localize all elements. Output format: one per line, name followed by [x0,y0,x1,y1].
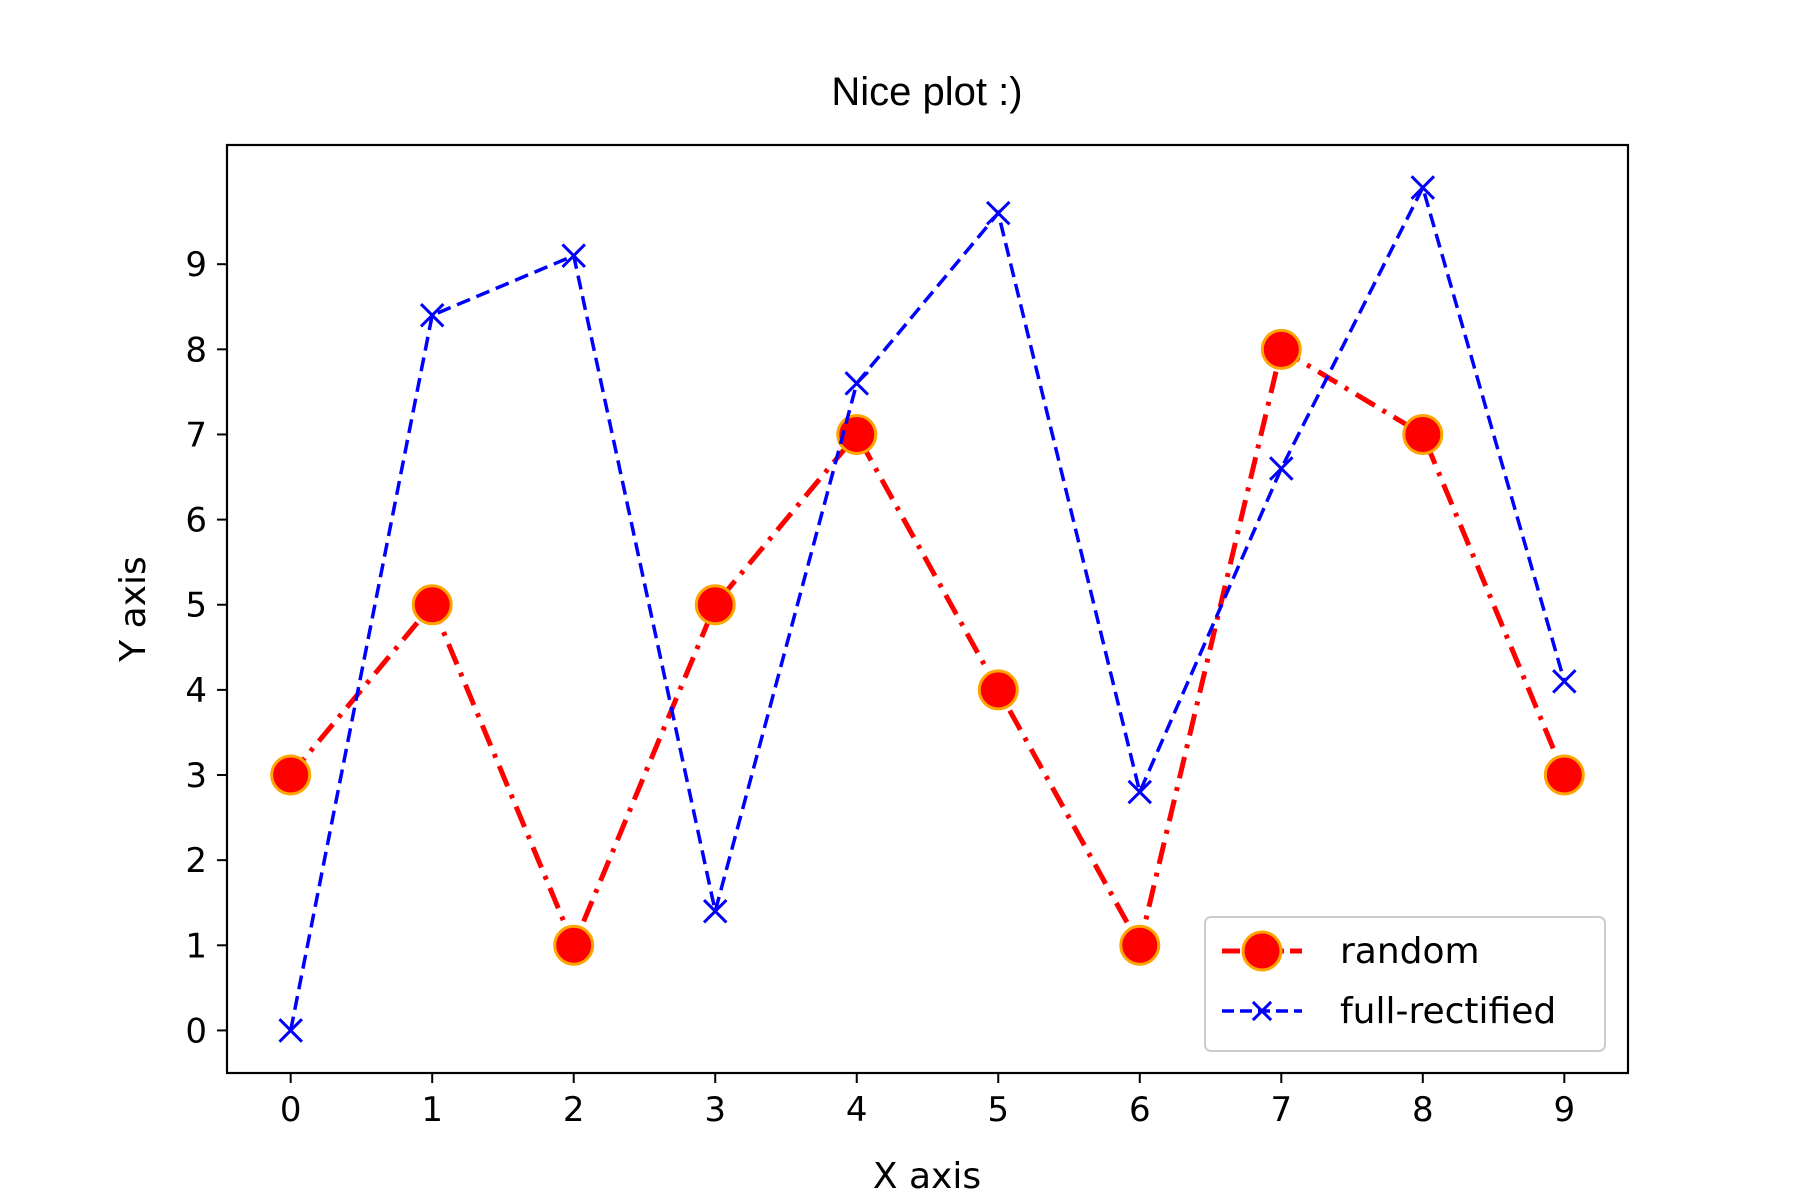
data-point [977,669,1019,711]
data-point [1119,924,1161,966]
x-tick-label: 3 [704,1090,726,1130]
data-point [270,754,312,796]
x-axis-ticks: 0 1 2 3 4 5 6 7 8 9 [280,1073,1575,1130]
x-tick-label: 5 [987,1090,1009,1130]
series-layer [270,175,1585,1043]
y-tick-label: 3 [185,756,207,796]
legend-item: full-rectified [1222,991,1556,1032]
data-point [1543,754,1585,796]
y-tick-label: 4 [185,671,207,711]
legend-box [1204,916,1606,1052]
series-random [270,328,1585,966]
data-point [411,584,453,626]
x-axis-label: X axis [873,1156,981,1197]
data-point [1127,779,1153,805]
plot-frame [225,143,1630,1075]
data-point [553,924,595,966]
legend-items: random full-rectified [1222,930,1556,1032]
y-tick-label: 5 [185,586,207,626]
y-axis-label: Y axis [113,556,154,663]
legend-marker [1241,930,1283,972]
data-point [419,303,445,328]
series-line [288,182,1567,1031]
data-point [1552,669,1577,694]
x-tick-label: 7 [1270,1090,1292,1130]
y-tick-label: 7 [185,415,207,455]
y-axis-ticks: 0 1 2 3 4 5 6 7 8 9 [185,245,227,1051]
legend-label: full-rectified [1340,991,1556,1032]
series-full-rectified [278,175,1577,1043]
data-point [561,243,586,268]
y-tick-label: 6 [185,501,207,541]
x-tick-label: 9 [1553,1090,1575,1130]
data-point [1402,413,1444,455]
data-point [844,371,870,396]
legend: random full-rectified [1204,916,1606,1052]
data-point [1410,175,1436,200]
data-point [278,1018,303,1043]
y-tick-label: 8 [185,330,207,370]
data-point [1260,328,1302,370]
x-tick-label: 6 [1129,1090,1151,1130]
data-point [694,584,736,626]
x-tick-label: 8 [1412,1090,1434,1130]
y-tick-label: 1 [185,926,207,966]
y-tick-label: 0 [185,1011,207,1051]
x-tick-label: 4 [846,1090,868,1130]
y-tick-label: 9 [185,245,207,285]
data-point [836,413,878,455]
data-point [702,898,728,924]
x-tick-label: 1 [421,1090,443,1130]
data-point [1269,456,1294,481]
legend-marker [1251,1000,1273,1022]
x-tick-label: 0 [280,1090,302,1130]
legend-label: random [1340,931,1480,972]
chart-title: Nice plot :) [831,70,1022,114]
series-line [288,345,1567,953]
data-point [985,200,1011,226]
legend-item: random [1222,930,1480,972]
y-tick-label: 2 [185,841,207,881]
x-tick-label: 2 [563,1090,585,1130]
